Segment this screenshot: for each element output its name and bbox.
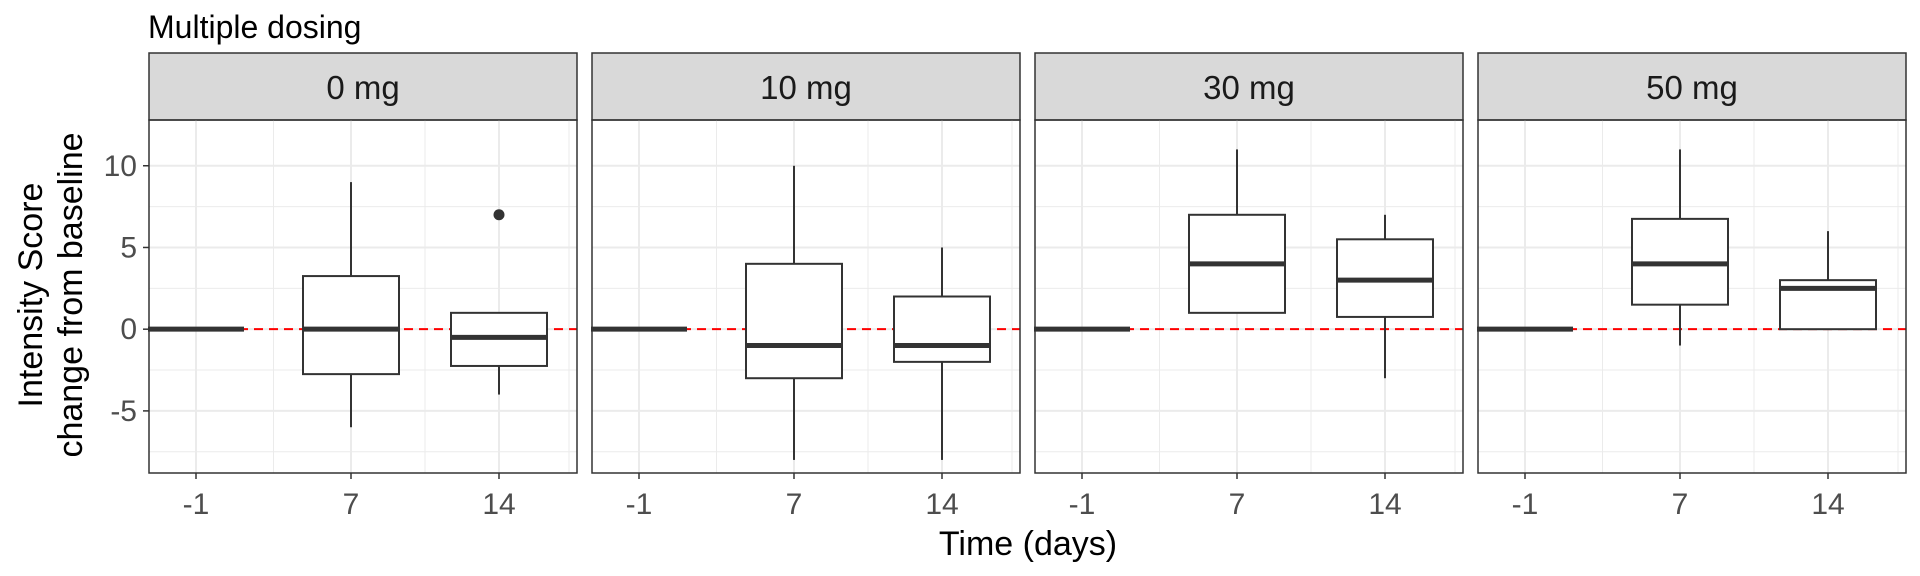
y-axis-title-line2: change from baseline	[52, 132, 90, 457]
box-iqr	[893, 295, 991, 363]
facet-panel: 30 mg -1 7 14	[1034, 52, 1464, 521]
x-tick-label: 7	[1672, 488, 1689, 521]
facet-strip-label: 30 mg	[1203, 69, 1295, 106]
facet-strip	[1034, 52, 1464, 121]
facet-strip-label: 10 mg	[760, 69, 852, 106]
x-tick-label: 7	[343, 488, 360, 521]
y-axis: 10 5 0 -5	[104, 150, 149, 428]
x-tick-label: -1	[626, 488, 653, 521]
box-iqr	[302, 275, 400, 376]
box-iqr	[745, 262, 843, 380]
x-tick-label: 14	[482, 488, 515, 521]
panel-border	[1477, 119, 1907, 474]
x-tick-label: 14	[1811, 488, 1844, 521]
panel-border	[1034, 119, 1464, 474]
chart-title: Multiple dosing	[148, 9, 361, 45]
x-tick-label: 14	[1368, 488, 1401, 521]
x-axis-title: Time (days)	[939, 525, 1117, 563]
facet-panel: 0 mg -1 7 14	[148, 52, 578, 521]
x-tick-label: 14	[925, 488, 958, 521]
y-tick-label: 5	[120, 231, 137, 264]
boxplot	[450, 209, 548, 395]
x-tick-label: -1	[1512, 488, 1539, 521]
panel-border	[591, 119, 1021, 474]
facet-panel: 50 mg -1 7 14	[1477, 52, 1907, 521]
x-tick-label: 7	[1229, 488, 1246, 521]
boxplot	[1188, 149, 1286, 314]
x-tick-label: -1	[183, 488, 210, 521]
facet-strip-label: 0 mg	[326, 69, 399, 106]
facet-panels: 0 mg -1 7 14 10 mg -1 7 14 30 mg -1 7 14 50 mg -1 7 14	[148, 52, 1907, 521]
facet-strip	[1477, 52, 1907, 121]
boxplot	[745, 165, 843, 460]
facet-panel: 10 mg -1 7 14	[591, 52, 1021, 521]
boxplot	[893, 247, 991, 460]
facet-strip-label: 50 mg	[1646, 69, 1738, 106]
y-axis-title-line1: Intensity Score	[12, 183, 50, 408]
y-tick-label: 0	[120, 313, 137, 346]
facet-strip	[591, 52, 1021, 121]
y-tick-label: -5	[110, 395, 137, 428]
boxplot	[1779, 231, 1877, 331]
x-tick-label: 7	[786, 488, 803, 521]
panel-border	[148, 119, 578, 474]
boxplot	[302, 182, 400, 428]
x-tick-label: -1	[1069, 488, 1096, 521]
boxplot	[1336, 214, 1434, 379]
facet-strip	[148, 52, 578, 121]
outlier-point	[493, 209, 505, 221]
y-tick-label: 10	[104, 150, 137, 183]
boxplot	[1631, 149, 1729, 346]
